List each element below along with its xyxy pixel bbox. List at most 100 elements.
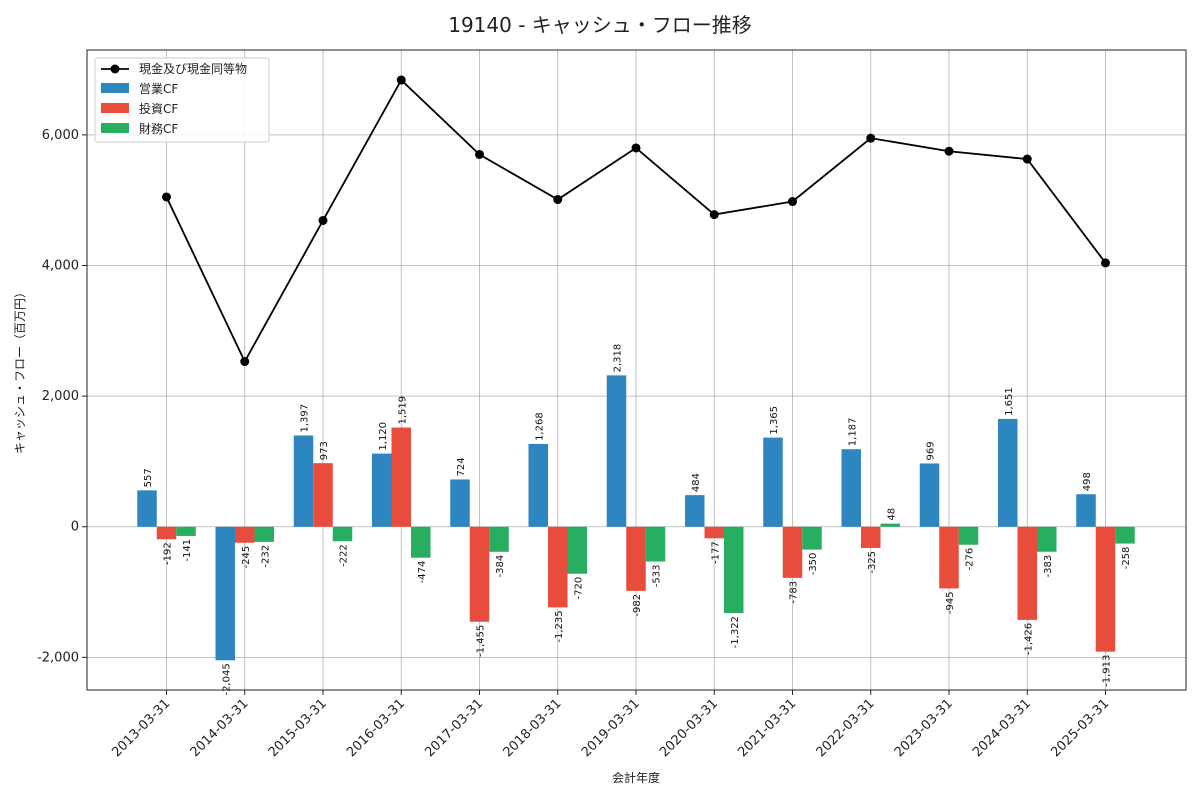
bar-operating-cf <box>606 375 627 527</box>
data-labels: 557 -2,045 1,397 1,120 724 1,268 2,318 484 1,365… <box>143 344 1132 696</box>
bar-financing-cf <box>489 526 509 552</box>
data-label: -383 <box>1043 555 1054 578</box>
data-label: -384 <box>495 555 506 578</box>
bar-financing-cf <box>880 523 900 527</box>
cash-point <box>1022 154 1032 164</box>
bar-financing-cf <box>1115 526 1135 544</box>
bar-investing-cf <box>782 526 803 578</box>
legend-label: 財務CF <box>139 121 178 136</box>
data-label: -1,426 <box>1023 623 1034 655</box>
bar-investing-cf <box>626 526 646 591</box>
data-label: 557 <box>143 468 154 487</box>
data-label: -192 <box>163 542 174 565</box>
bar-investing-cf <box>548 526 568 608</box>
bar-operating-cf <box>372 453 392 527</box>
data-label: 1,187 <box>847 418 858 447</box>
y-tick-label: 2,000 <box>42 389 79 404</box>
bar-investing-cf <box>391 427 411 527</box>
bar-operating-cf <box>450 479 470 527</box>
data-label: 48 <box>886 508 897 521</box>
data-label: -141 <box>182 539 193 562</box>
cash-point <box>944 146 954 156</box>
y-axis-label: キャッシュ・フロー（百万円） <box>13 286 27 454</box>
data-label: -474 <box>417 561 428 584</box>
legend-label: 現金及び現金同等物 <box>139 61 247 76</box>
cash-point <box>709 210 719 220</box>
data-label: -258 <box>1121 547 1132 570</box>
data-label: 1,365 <box>769 406 780 435</box>
bar-investing-cf <box>939 526 959 589</box>
data-label: -245 <box>241 546 252 569</box>
data-label: -222 <box>339 544 350 567</box>
bar-investing-cf <box>861 526 881 548</box>
bar-operating-cf <box>919 463 940 527</box>
bar-operating-cf <box>763 437 783 527</box>
y-tick-label: 6,000 <box>42 128 79 143</box>
cash-point <box>240 357 250 367</box>
legend-label: 投資CF <box>139 101 178 116</box>
data-label: -177 <box>710 541 721 564</box>
bar-operating-cf <box>137 490 157 527</box>
cash-point <box>396 75 406 85</box>
bar-investing-cf <box>1095 526 1116 652</box>
bar-operating-cf <box>685 495 705 527</box>
data-label: 2,318 <box>613 344 624 373</box>
bar-investing-cf <box>704 526 724 539</box>
y-axis-ticks: -2,000 0 2,000 4,000 6,000 <box>37 128 87 665</box>
bar-marks <box>137 375 1135 661</box>
data-label: 969 <box>926 441 937 460</box>
x-axis-label: 会計年度 <box>612 770 660 785</box>
cash-point <box>162 192 171 202</box>
bar-financing-cf <box>645 526 666 562</box>
data-label: -982 <box>632 594 643 617</box>
bar-financing-cf <box>958 526 979 545</box>
data-label: 1,268 <box>534 412 545 441</box>
data-label: 1,120 <box>378 422 389 451</box>
data-label: 498 <box>1082 472 1093 491</box>
data-label: -232 <box>260 545 271 568</box>
data-label: 973 <box>319 441 330 460</box>
data-label: -2,045 <box>221 663 232 695</box>
data-label: -350 <box>808 553 819 576</box>
legend-point-marker <box>110 64 120 74</box>
bar-operating-cf <box>841 449 861 527</box>
legend-swatch <box>101 83 129 93</box>
bar-financing-cf <box>411 526 431 558</box>
data-label: -1,913 <box>1102 655 1113 687</box>
bar-operating-cf <box>1076 494 1096 527</box>
legend-label: 営業CF <box>139 82 178 96</box>
bar-operating-cf <box>528 443 548 527</box>
legend-box <box>94 57 270 143</box>
bar-investing-cf <box>1017 526 1037 620</box>
data-label: 724 <box>456 457 467 476</box>
y-tick-label: 4,000 <box>42 259 79 274</box>
data-label: -276 <box>965 548 976 571</box>
line-marks <box>162 75 1110 367</box>
bar-financing-cf <box>332 526 353 542</box>
data-label: 1,519 <box>397 396 408 425</box>
data-label: -783 <box>789 581 800 604</box>
data-label: -1,322 <box>730 616 741 648</box>
data-label: -533 <box>652 565 663 588</box>
cash-point <box>475 149 484 159</box>
cash-point <box>866 133 876 143</box>
data-label: -325 <box>867 551 878 574</box>
bar-financing-cf <box>802 526 822 550</box>
bar-investing-cf <box>469 526 490 622</box>
data-label: 484 <box>691 473 702 492</box>
cash-point <box>553 195 563 205</box>
y-tick-label: 0 <box>71 520 79 535</box>
data-label: 1,651 <box>1004 387 1015 416</box>
bar-operating-cf <box>998 418 1018 527</box>
bar-investing-cf <box>156 526 177 540</box>
bar-financing-cf <box>254 526 274 542</box>
y-tick-label: -2,000 <box>37 650 79 665</box>
bar-operating-cf <box>293 435 314 527</box>
bar-financing-cf <box>1037 526 1057 552</box>
data-label: -720 <box>573 577 584 600</box>
data-label: -1,235 <box>554 610 565 642</box>
bar-financing-cf <box>176 526 196 536</box>
bar-investing-cf <box>235 526 255 543</box>
data-label: -1,455 <box>476 625 487 657</box>
